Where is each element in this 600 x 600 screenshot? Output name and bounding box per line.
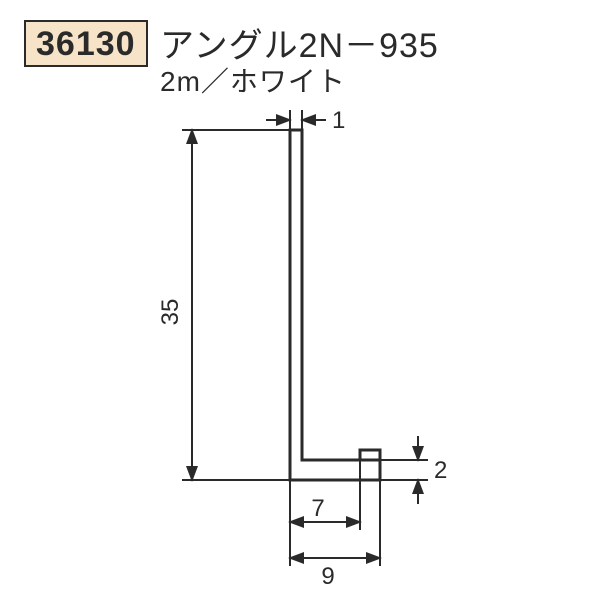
dim-label-9: 9 — [321, 563, 334, 590]
dim-label-7: 7 — [311, 495, 324, 522]
dim-label-35: 35 — [157, 299, 184, 326]
product-code-box: 36130 — [24, 20, 148, 67]
dim-label-1: 1 — [332, 107, 345, 134]
cross-section-diagram: 1 35 2 7 — [0, 90, 600, 600]
dim-flange-2: 2 — [380, 436, 447, 504]
dim-width-9: 9 — [290, 480, 380, 590]
page-root: 36130 アングル2N－935 2m／ホワイト — [0, 0, 600, 600]
product-code: 36130 — [36, 25, 136, 63]
profile-shape — [290, 130, 380, 480]
profile-lip — [360, 450, 380, 460]
dim-height-35: 35 — [157, 130, 290, 480]
dim-label-2: 2 — [434, 457, 447, 484]
